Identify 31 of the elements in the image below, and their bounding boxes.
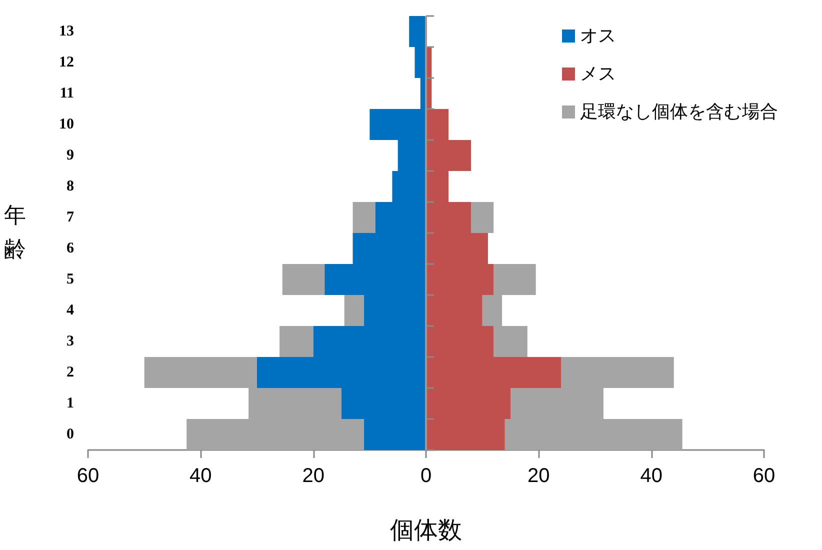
x-tick-label: 20	[302, 465, 324, 487]
legend-label: オス	[580, 26, 616, 46]
y-tick-label: 1	[66, 396, 74, 412]
y-tick-label: 3	[66, 334, 74, 350]
y-tick-label: 7	[66, 210, 74, 226]
bar	[471, 202, 494, 233]
x-tick-label: 60	[76, 465, 100, 487]
x-tick-label: 0	[420, 465, 432, 487]
x-tick-label: 60	[752, 465, 776, 487]
y-tick-label: 12	[59, 54, 74, 70]
legend-label: 足環なし個体を含む場合	[580, 102, 778, 122]
bar	[282, 264, 325, 295]
x-tick-label: 40	[640, 465, 662, 487]
legend-label: メス	[580, 64, 616, 84]
y-tick-label: 0	[66, 426, 74, 442]
x-tick-label: 20	[528, 465, 550, 487]
y-tick-label: 4	[66, 302, 74, 318]
x-axis-title: 個体数	[390, 516, 462, 544]
y-tick-label: 9	[66, 148, 74, 164]
y-tick-label: 10	[59, 116, 74, 132]
y-axis-title: 年齢	[4, 204, 26, 262]
bar	[280, 326, 314, 357]
y-tick-label: 6	[66, 240, 74, 256]
y-tick-label: 8	[66, 178, 74, 194]
y-tick-label: 11	[60, 86, 74, 102]
y-tick-label: 2	[66, 364, 74, 380]
y-tick-label: 5	[66, 272, 74, 288]
y-tick-label: 13	[59, 24, 74, 40]
x-tick-label: 40	[190, 465, 212, 487]
bar	[344, 295, 364, 326]
bar	[352, 202, 376, 233]
